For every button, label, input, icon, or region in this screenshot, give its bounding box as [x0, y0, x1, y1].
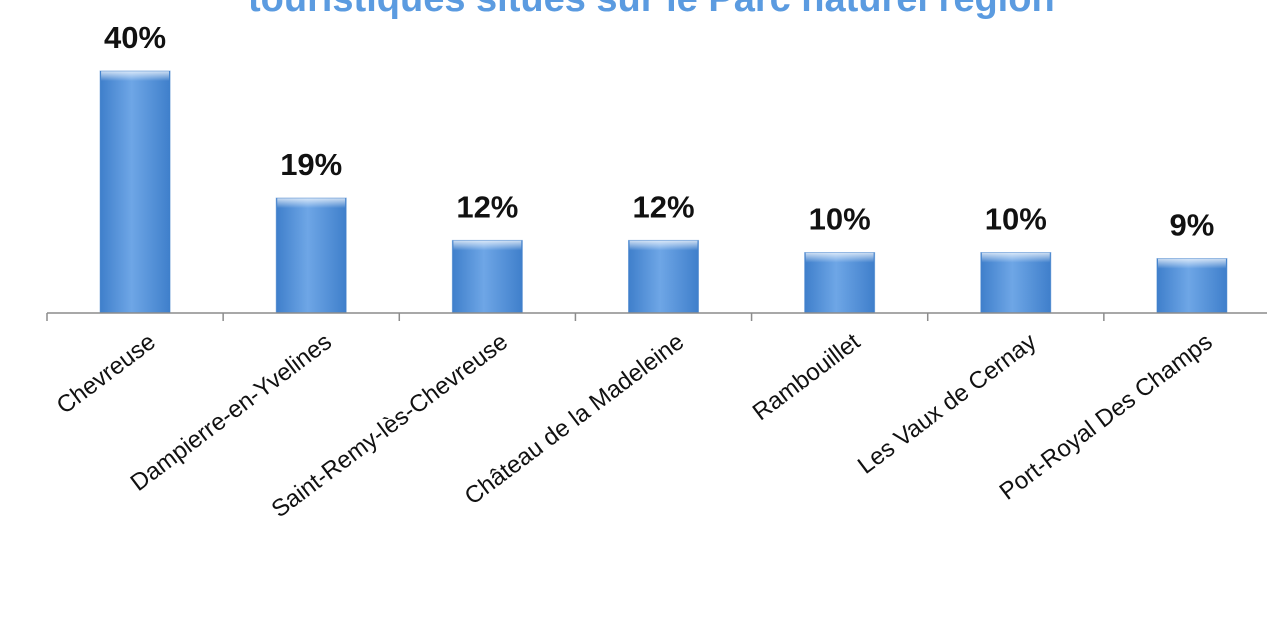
bar-highlight: [1157, 258, 1226, 269]
data-label: 12%: [632, 189, 694, 224]
bar-rect: [276, 198, 347, 313]
bar: [99, 70, 171, 314]
bar: [804, 252, 876, 314]
bar: [628, 239, 699, 314]
data-label: 40%: [104, 20, 166, 55]
bar: [1156, 258, 1228, 314]
data-label: 19%: [280, 147, 342, 182]
bar-rect: [980, 252, 1051, 313]
bar: [980, 252, 1052, 314]
bar: [451, 239, 523, 314]
bar-highlight: [101, 71, 170, 81]
bar-highlight: [805, 252, 874, 263]
data-label: 10%: [809, 202, 871, 237]
chart-title: touristiques situés sur le Parc naturel …: [248, 0, 1055, 21]
bar-highlight: [981, 252, 1050, 263]
bar-highlight: [277, 198, 346, 209]
bar-highlight: [453, 240, 522, 251]
category-label: Rambouillet: [748, 328, 866, 426]
bar-highlight: [629, 240, 698, 251]
bar-rect: [452, 240, 523, 313]
data-label: 12%: [456, 189, 518, 224]
data-label: 9%: [1170, 208, 1215, 243]
data-label: 10%: [985, 202, 1047, 237]
category-label: Les Vaux de Cernay: [853, 328, 1042, 479]
bar: [275, 197, 347, 314]
bar-rect: [100, 71, 171, 313]
bar-rect: [804, 252, 875, 313]
category-label: Chevreuse: [52, 328, 161, 419]
bar-rect: [628, 240, 699, 313]
